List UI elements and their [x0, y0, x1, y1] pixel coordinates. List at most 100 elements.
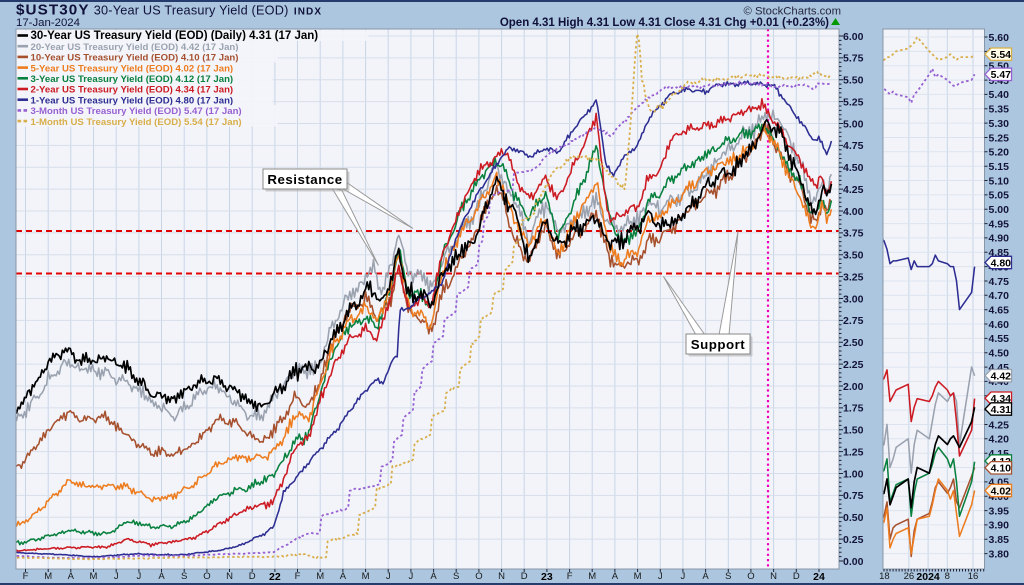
svg-text:D: D — [793, 571, 800, 582]
svg-text:1.00: 1.00 — [843, 468, 864, 480]
svg-text:5.54: 5.54 — [991, 49, 1012, 61]
svg-text:J: J — [137, 571, 142, 582]
svg-text:A: A — [340, 571, 347, 582]
svg-text:10-Year US Treasury Yield (EOD: 10-Year US Treasury Yield (EOD) 4.10 (17… — [31, 53, 239, 64]
svg-text:2.00: 2.00 — [843, 381, 864, 393]
svg-text:23: 23 — [541, 571, 553, 583]
svg-text:5.75: 5.75 — [843, 53, 864, 65]
svg-text:4.70: 4.70 — [989, 290, 1010, 302]
svg-text:5.20: 5.20 — [989, 147, 1010, 159]
svg-text:4.75: 4.75 — [989, 276, 1010, 288]
svg-text:S: S — [453, 571, 459, 582]
svg-text:2.50: 2.50 — [843, 337, 864, 349]
svg-text:O: O — [203, 571, 210, 582]
svg-text:4.25: 4.25 — [989, 419, 1010, 431]
svg-text:F: F — [295, 571, 301, 582]
svg-text:5-Year US Treasury Yield (EOD): 5-Year US Treasury Yield (EOD) 4.02 (17 … — [31, 63, 234, 74]
svg-text:M: M — [588, 571, 596, 582]
svg-text:4.95: 4.95 — [989, 218, 1010, 230]
svg-text:5.25: 5.25 — [989, 132, 1010, 144]
svg-text:0.75: 0.75 — [843, 490, 864, 502]
svg-text:4.34: 4.34 — [991, 393, 1012, 405]
svg-text:4.20: 4.20 — [989, 434, 1010, 446]
svg-text:18: 18 — [879, 571, 890, 582]
svg-text:1-Year US Treasury Yield (EOD): 1-Year US Treasury Yield (EOD) 4.80 (17 … — [31, 95, 234, 106]
svg-text:22: 22 — [269, 571, 281, 583]
svg-text:J: J — [681, 571, 686, 582]
svg-text:0.25: 0.25 — [843, 534, 864, 546]
svg-text:Support: Support — [691, 337, 746, 352]
svg-text:A: A — [430, 571, 437, 582]
svg-text:4.80: 4.80 — [991, 257, 1012, 269]
svg-text:A: A — [702, 571, 709, 582]
svg-text:5.47: 5.47 — [991, 69, 1012, 81]
svg-text:2024: 2024 — [916, 571, 940, 583]
svg-text:M: M — [362, 571, 370, 582]
svg-text:O: O — [475, 571, 482, 582]
svg-text:4.55: 4.55 — [989, 333, 1010, 345]
svg-text:4.65: 4.65 — [989, 305, 1010, 317]
svg-text:5.35: 5.35 — [989, 104, 1010, 116]
svg-text:© StockCharts.com: © StockCharts.com — [744, 6, 841, 18]
svg-text:5.25: 5.25 — [843, 96, 864, 108]
svg-text:J: J — [114, 571, 119, 582]
svg-text:M: M — [634, 571, 642, 582]
svg-text:4.50: 4.50 — [843, 162, 864, 174]
svg-text:S: S — [725, 571, 731, 582]
svg-text:D: D — [249, 571, 256, 582]
svg-text:5.50: 5.50 — [843, 75, 864, 87]
svg-text:3.50: 3.50 — [843, 250, 864, 262]
svg-text:J: J — [658, 571, 663, 582]
svg-text:3-Year US Treasury Yield (EOD): 3-Year US Treasury Yield (EOD) 4.12 (17 … — [31, 74, 234, 85]
svg-text:S: S — [181, 571, 187, 582]
svg-text:2-Year US Treasury Yield (EOD): 2-Year US Treasury Yield (EOD) 4.34 (17 … — [31, 85, 234, 96]
svg-text:3.25: 3.25 — [843, 271, 864, 283]
svg-text:3.75: 3.75 — [843, 228, 864, 240]
svg-text:5.00: 5.00 — [989, 204, 1010, 216]
svg-text:17-Jan-2024: 17-Jan-2024 — [16, 17, 80, 29]
svg-text:4.31: 4.31 — [991, 404, 1012, 416]
svg-text:1.25: 1.25 — [843, 446, 864, 458]
svg-text:$UST30Y 30-Year US Treasury Yi: $UST30Y 30-Year US Treasury Yield (EOD) … — [16, 2, 322, 19]
svg-text:3.00: 3.00 — [843, 293, 864, 305]
svg-text:M: M — [90, 571, 98, 582]
svg-text:20-Year US Treasury Yield (EOD: 20-Year US Treasury Yield (EOD) 4.42 (17… — [31, 42, 239, 53]
svg-text:A: A — [612, 571, 619, 582]
svg-text:4.90: 4.90 — [989, 233, 1010, 245]
svg-text:J: J — [409, 571, 414, 582]
svg-text:1.75: 1.75 — [843, 403, 864, 415]
svg-text:3-Month US Treasury Yield (EOD: 3-Month US Treasury Yield (EOD) 5.47 (17… — [31, 106, 242, 117]
svg-text:F: F — [23, 571, 29, 582]
svg-text:4.42: 4.42 — [991, 371, 1012, 383]
svg-text:0.50: 0.50 — [843, 512, 864, 524]
svg-text:1-Month US Treasury Yield (EOD: 1-Month US Treasury Yield (EOD) 5.54 (17… — [31, 117, 242, 128]
svg-text:M: M — [316, 571, 324, 582]
svg-text:O: O — [747, 571, 754, 582]
svg-text:A: A — [68, 571, 75, 582]
svg-text:J: J — [386, 571, 391, 582]
svg-text:5.10: 5.10 — [989, 175, 1010, 187]
svg-text:4.00: 4.00 — [843, 206, 864, 218]
svg-text:4.75: 4.75 — [843, 140, 864, 152]
svg-text:26: 26 — [904, 571, 915, 582]
svg-text:D: D — [521, 571, 528, 582]
svg-text:5.40: 5.40 — [989, 89, 1010, 101]
svg-text:F: F — [567, 571, 573, 582]
svg-text:16: 16 — [968, 571, 979, 582]
svg-text:4.60: 4.60 — [989, 319, 1010, 331]
svg-text:5.00: 5.00 — [843, 118, 864, 130]
svg-text:8: 8 — [945, 571, 950, 582]
svg-text:4.10: 4.10 — [991, 463, 1012, 475]
svg-text:4.50: 4.50 — [989, 348, 1010, 360]
svg-text:4.02: 4.02 — [991, 485, 1012, 497]
svg-text:N: N — [498, 571, 505, 582]
svg-text:5.30: 5.30 — [989, 118, 1010, 130]
svg-text:24: 24 — [813, 571, 825, 583]
svg-text:3.90: 3.90 — [989, 520, 1010, 532]
svg-text:4.25: 4.25 — [843, 184, 864, 196]
svg-text:3.95: 3.95 — [989, 505, 1010, 517]
svg-text:5.60: 5.60 — [989, 32, 1010, 44]
svg-text:Open 4.31 High 4.31 Low 4.31: Open 4.31 High 4.31 Low 4.31 Close 4.31 … — [500, 17, 829, 29]
svg-text:A: A — [158, 571, 165, 582]
svg-text:N: N — [226, 571, 233, 582]
